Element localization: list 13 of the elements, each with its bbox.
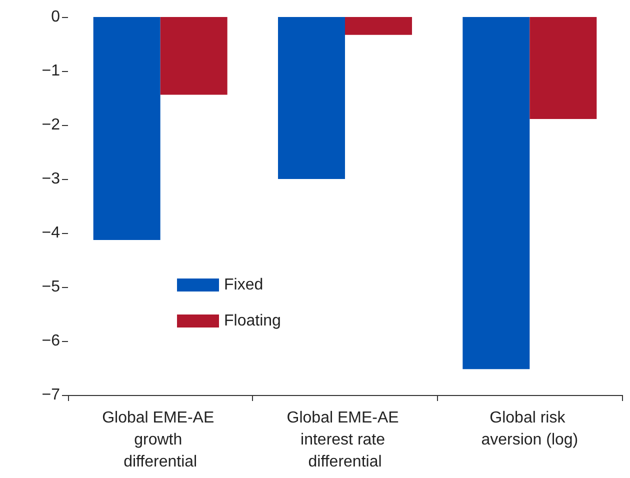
y-tick-label: −7 <box>42 386 60 404</box>
legend-label: Fixed <box>224 276 264 294</box>
y-tick-label: −1 <box>42 62 60 80</box>
y-tick-label: −3 <box>42 170 60 188</box>
y-tick-label: −6 <box>42 332 60 350</box>
y-tick-label: −5 <box>42 278 60 296</box>
y-tick-label: −4 <box>42 224 60 242</box>
y-tick-label: 0 <box>51 8 60 26</box>
y-tick-label: −2 <box>42 116 60 134</box>
x-tick-label: Global risk aversion (log) <box>481 410 578 448</box>
x-tick-label: Global EME-AE interest rate differential <box>286 410 404 470</box>
legend-label: Floating <box>224 312 281 330</box>
x-tick-label: Global EME-AE growth differential <box>102 410 219 470</box>
